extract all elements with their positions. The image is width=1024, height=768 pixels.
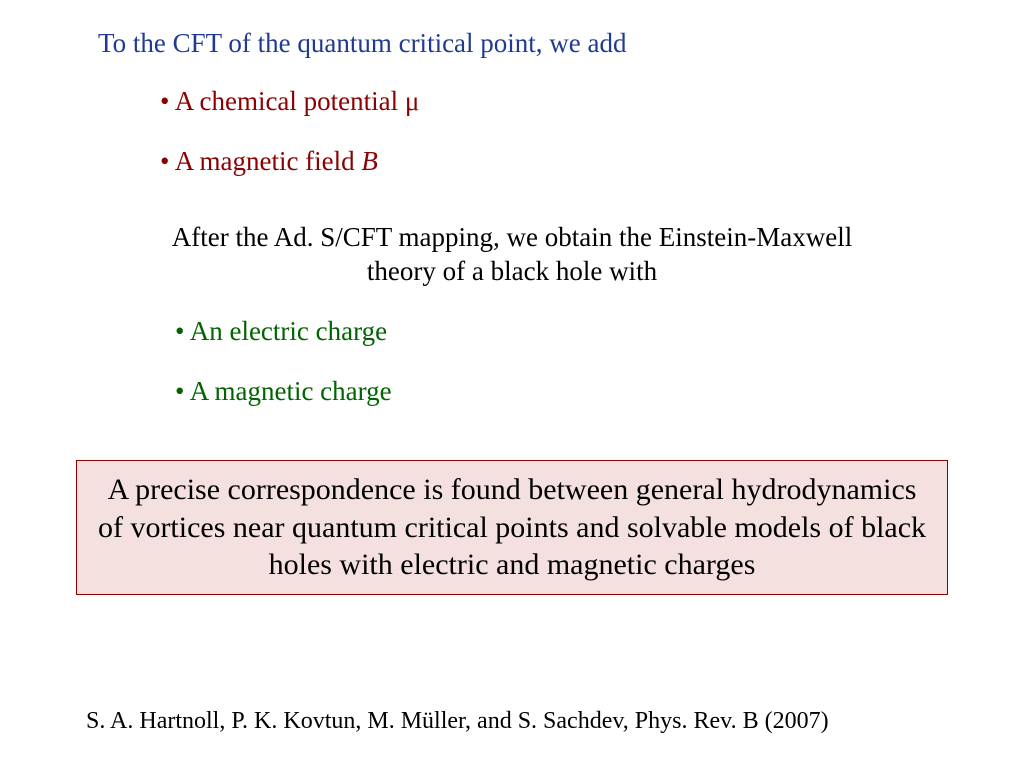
correspondence-text: A precise correspondence is found betwee…: [95, 471, 929, 584]
citation: S. A. Hartnoll, P. K. Kovtun, M. Müller,…: [86, 708, 829, 735]
correspondence-box: A precise correspondence is found betwee…: [76, 460, 948, 595]
intro-line: To the CFT of the quantum critical point…: [98, 28, 627, 59]
mapping-line-2: theory of a black hole with: [0, 256, 1024, 287]
bullet-electric-charge: • An electric charge: [175, 316, 387, 347]
bullet-magnetic-field-var: B: [361, 146, 378, 176]
bullet-magnetic-field: • A magnetic field B: [160, 146, 378, 177]
bullet-magnetic-charge: • A magnetic charge: [175, 376, 392, 407]
slide: To the CFT of the quantum critical point…: [0, 0, 1024, 768]
bullet-chemical-potential: • A chemical potential μ: [160, 86, 419, 117]
mapping-line-1: After the Ad. S/CFT mapping, we obtain t…: [0, 222, 1024, 253]
bullet-magnetic-field-prefix: • A magnetic field: [160, 146, 361, 176]
